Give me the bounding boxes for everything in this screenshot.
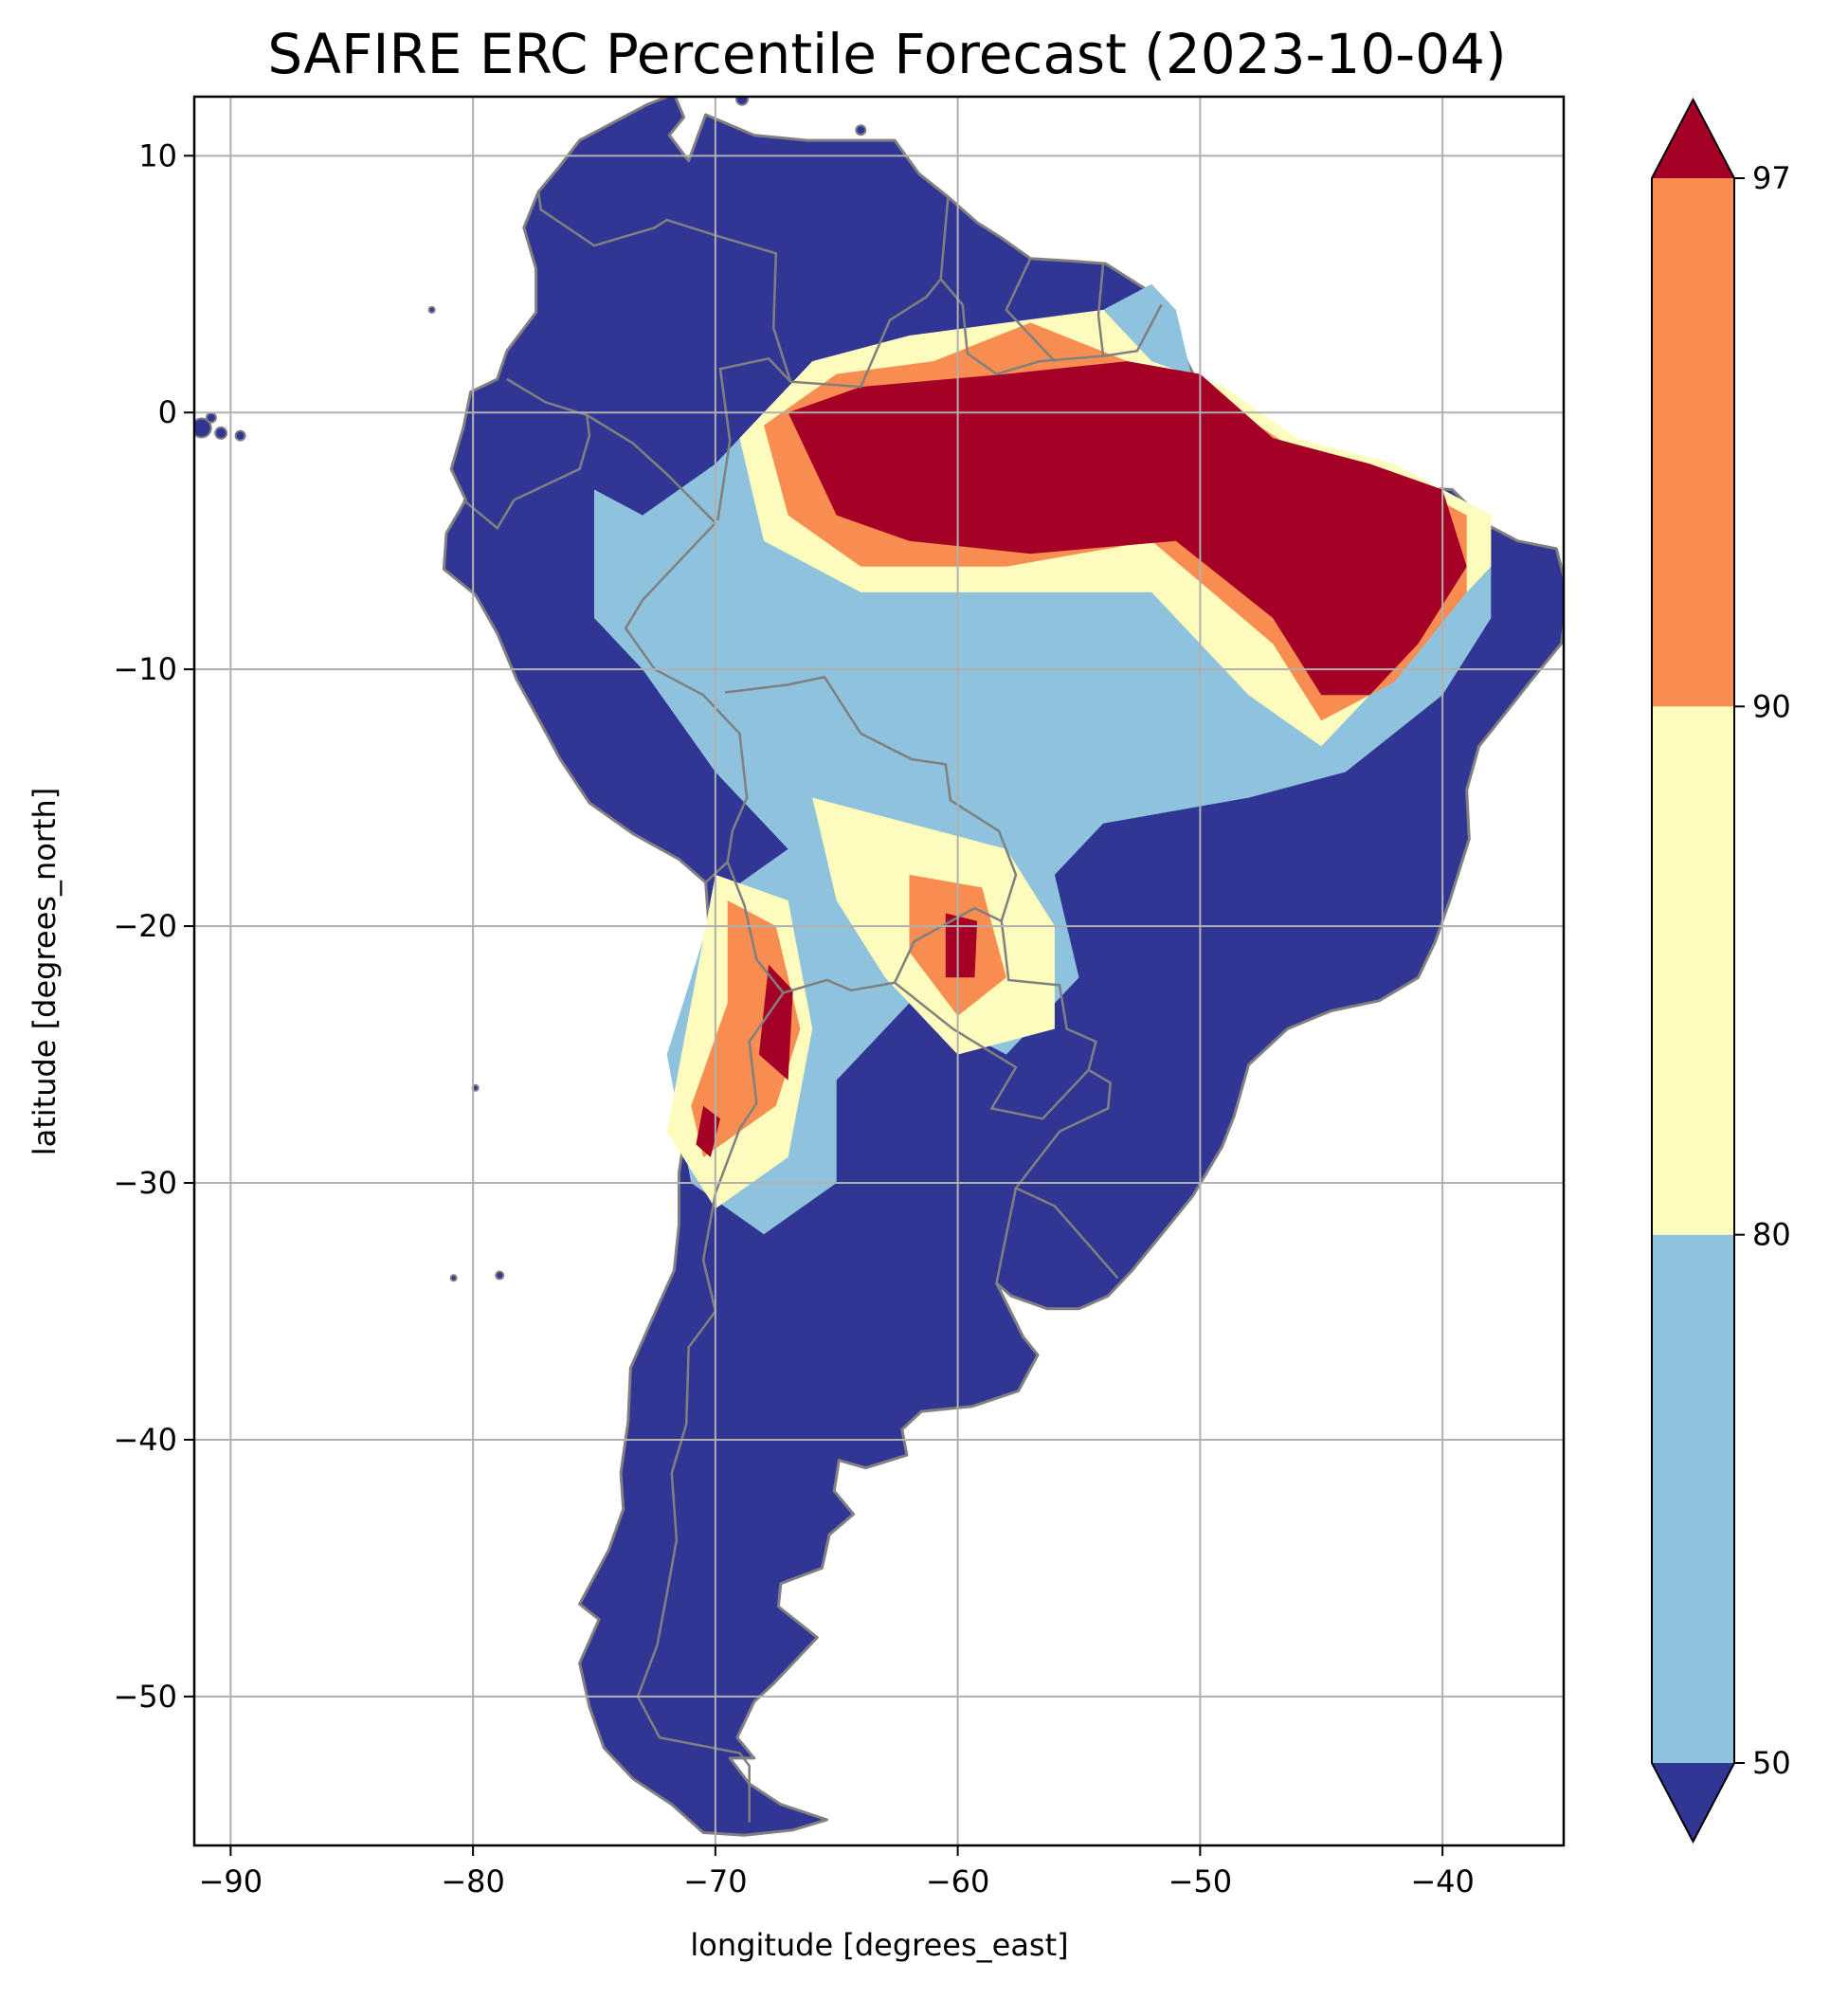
island [194, 417, 212, 439]
colorbar-extend-under [1652, 1763, 1734, 1842]
colorbar-tick-label: 90 [1752, 688, 1791, 724]
border-line [636, 991, 785, 1823]
border-line [462, 377, 591, 531]
plot-frame [192, 95, 1566, 1847]
border-line [536, 191, 950, 389]
colorbar-tick-label: 50 [1752, 1745, 1791, 1781]
map-plot-area: −90 −80 −70 −60 −50 −40 10 0 −10 −20 −30 −40 −50 [113, 95, 1566, 1899]
y-tick-label: 10 [138, 137, 177, 173]
border-line [1014, 1068, 1119, 1280]
y-axis-ticks: 10 0 −10 −20 −30 −40 −50 [113, 137, 194, 1715]
colorbar-tick-label: 97 [1752, 160, 1791, 196]
y-tick-label: −40 [113, 1422, 177, 1458]
region-90-97 [691, 900, 801, 1157]
y-tick-label: −10 [113, 651, 177, 687]
border-line [1005, 258, 1056, 362]
x-tick-label: −50 [1169, 1863, 1233, 1899]
colorbar-extend-over [1652, 100, 1734, 178]
colorbar-ticks: 50 80 90 97 [1734, 160, 1791, 1781]
island [214, 426, 228, 440]
colorbar-segment-90-97 [1652, 178, 1734, 707]
x-tick-label: −90 [199, 1863, 263, 1899]
x-axis-label: longitude [degrees_east] [690, 1927, 1068, 1963]
region-over [945, 913, 978, 978]
chart-title: SAFIRE ERC Percentile Forecast (2023-10-… [267, 22, 1506, 86]
y-tick-label: −30 [113, 1165, 177, 1201]
border-line [1096, 263, 1105, 356]
x-axis-ticks: −90 −80 −70 −60 −50 −40 [199, 1845, 1475, 1899]
colorbar-segments [1651, 97, 1735, 1845]
border-line [894, 920, 1097, 1120]
y-axis-label: latitude [degrees_north] [27, 788, 63, 1156]
y-tick-label: 0 [158, 394, 177, 430]
island [855, 124, 867, 136]
y-tick-label: −50 [113, 1679, 177, 1715]
y-tick-label: −20 [113, 908, 177, 944]
island [205, 411, 217, 424]
border-line [939, 278, 1163, 375]
island [427, 305, 436, 314]
border-line [995, 1188, 1018, 1283]
colorbar-segment-80-90 [1652, 706, 1734, 1235]
colorbar: 50 80 90 97 [1651, 97, 1791, 1845]
x-tick-label: −70 [683, 1863, 748, 1899]
island [495, 1270, 505, 1281]
x-tick-label: −80 [441, 1863, 505, 1899]
island [234, 429, 246, 442]
x-tick-label: −40 [1410, 1863, 1475, 1899]
gridlines [194, 97, 1564, 1845]
x-tick-label: −60 [926, 1863, 990, 1899]
island [735, 97, 749, 106]
region-over [696, 1105, 720, 1157]
colorbar-segment-50-80 [1652, 1234, 1734, 1763]
island [449, 1274, 458, 1282]
colorbar-tick-label: 80 [1752, 1217, 1791, 1253]
border-line [716, 356, 792, 521]
